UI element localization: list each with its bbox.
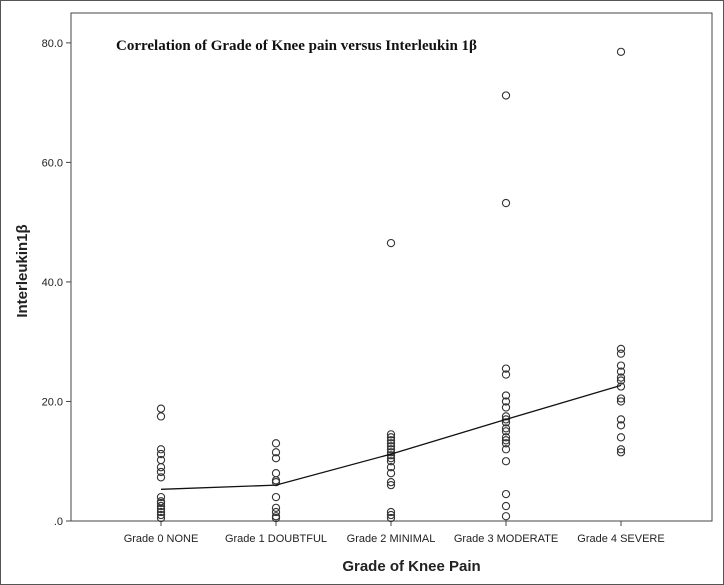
data-point <box>616 361 626 370</box>
data-point <box>156 467 166 477</box>
x-axis-title: Grade of Knee Pain <box>342 558 480 575</box>
data-point <box>386 448 396 457</box>
data-point <box>616 394 626 403</box>
data-point <box>386 510 396 520</box>
data-point <box>386 442 396 451</box>
data-point <box>386 513 396 523</box>
data-point <box>156 507 166 517</box>
chart-title: Correlation of Grade of Knee pain versus… <box>116 38 477 54</box>
data-point <box>501 501 511 511</box>
data-point <box>386 433 396 442</box>
data-point <box>616 433 626 442</box>
data-point <box>501 439 511 448</box>
data-point <box>386 469 396 478</box>
data-point <box>271 492 281 502</box>
y-tick-label: 20.0 <box>42 396 63 408</box>
data-point <box>501 391 511 400</box>
data-point <box>156 492 166 502</box>
data-point <box>501 370 511 379</box>
data-point <box>386 238 396 248</box>
data-point <box>386 445 396 454</box>
data-point <box>156 510 166 520</box>
x-tick-label: Grade 0 NONE <box>124 533 199 545</box>
data-point <box>501 198 511 208</box>
y-tick-label: 80.0 <box>42 38 63 50</box>
data-point <box>386 436 396 445</box>
data-point <box>616 373 626 382</box>
data-point <box>386 463 396 472</box>
data-point <box>501 427 511 436</box>
plot-border <box>70 12 713 522</box>
data-point <box>271 503 281 513</box>
data-point <box>616 349 626 358</box>
data-point <box>386 507 396 517</box>
data-point <box>271 439 281 448</box>
data-point <box>156 449 166 459</box>
data-point <box>156 473 166 482</box>
data-point <box>616 445 626 454</box>
data-point <box>616 421 626 430</box>
x-tick-label: Grade 3 MODERATE <box>454 533 558 545</box>
data-point <box>271 507 281 517</box>
data-point <box>156 412 166 421</box>
data-point <box>501 403 511 412</box>
data-point <box>501 364 511 373</box>
data-point <box>156 463 166 472</box>
data-point <box>616 47 626 56</box>
data-point <box>386 478 396 487</box>
data-point <box>501 433 511 442</box>
data-point <box>386 430 396 439</box>
x-tick-label: Grade 1 DOUBTFUL <box>225 533 327 545</box>
y-axis-title: Interleukin1β <box>14 224 31 317</box>
data-point <box>501 457 511 466</box>
data-point <box>271 454 281 463</box>
data-point <box>501 436 511 445</box>
data-point <box>616 415 626 424</box>
data-point <box>616 448 626 457</box>
data-point <box>156 501 166 511</box>
x-tick-label: Grade 4 SEVERE <box>577 533 664 545</box>
data-point <box>386 439 396 448</box>
data-point <box>156 445 166 454</box>
data-point <box>501 91 511 100</box>
data-point <box>616 344 626 354</box>
y-tick-label: 40.0 <box>42 277 63 289</box>
y-tick-label: 60.0 <box>42 157 63 169</box>
y-tick-label: .0 <box>54 516 63 528</box>
data-point <box>156 404 166 413</box>
data-point <box>156 504 166 514</box>
data-point <box>386 457 396 466</box>
data-point <box>501 445 511 454</box>
data-point <box>271 513 281 523</box>
data-point <box>501 415 511 424</box>
data-point <box>616 397 626 406</box>
data-point <box>501 489 511 499</box>
data-point <box>616 376 626 385</box>
x-tick-label: Grade 2 MINIMAL <box>347 533 436 545</box>
data-point <box>386 480 396 490</box>
data-point <box>271 448 281 457</box>
data-point <box>156 498 166 508</box>
data-point <box>616 367 626 376</box>
plot-area: .0 20.0 40.0 60.0 80.0 Grade 0 NONE Grade 1 DO… <box>42 12 713 545</box>
data-point <box>156 513 166 523</box>
data-point <box>271 469 281 478</box>
mean-line <box>160 384 622 490</box>
data-point <box>501 397 511 406</box>
data-point <box>501 424 511 433</box>
data-point <box>501 512 511 521</box>
